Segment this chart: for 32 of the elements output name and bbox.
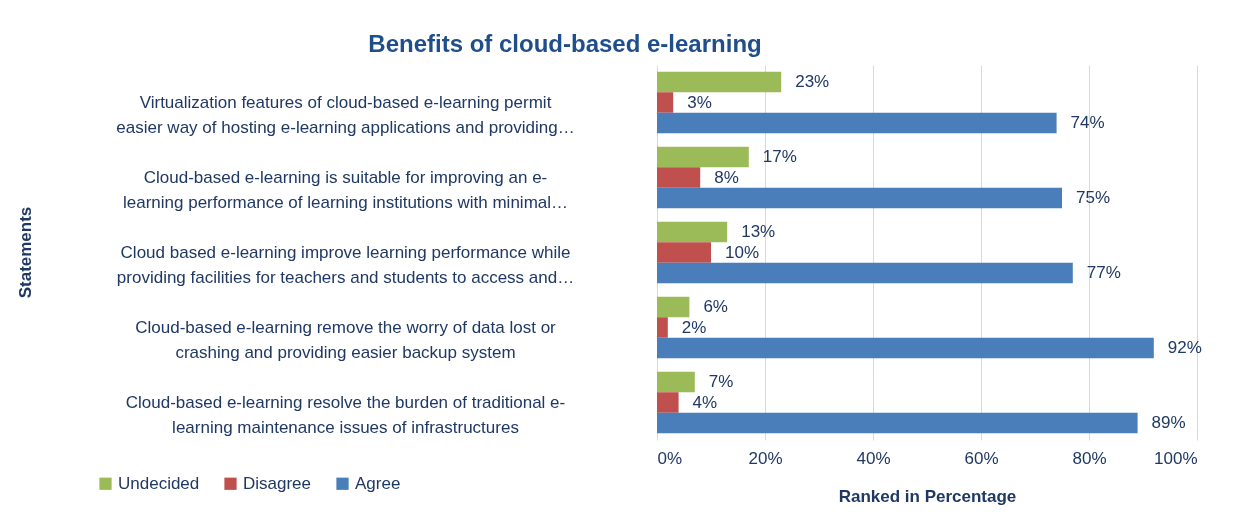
data-label: 13% bbox=[741, 222, 776, 241]
data-label: 2% bbox=[681, 317, 707, 337]
x-tick-label: 80% bbox=[1072, 448, 1107, 468]
y-tick-label: Cloud-based e-learning resolve the burden of traditional e- learning maintenance issues of infrastructures bbox=[125, 392, 566, 437]
x-tick-label: 0% bbox=[657, 448, 683, 468]
legend-label: Agree bbox=[355, 473, 401, 493]
data-label: 89% bbox=[1151, 413, 1186, 432]
x-axis-title: Ranked in Percentage bbox=[838, 486, 1017, 506]
x-tick-label: 100% bbox=[1154, 448, 1198, 468]
x-tick-label: 60% bbox=[964, 448, 999, 468]
chart-title: Benefits of cloud-based e-learning bbox=[368, 30, 762, 57]
y-tick-label: Cloud-based e-learning is suitable for improving an e- learning performance of learning institutions with minimal… bbox=[122, 167, 569, 212]
data-label: 75% bbox=[1076, 188, 1111, 207]
data-label: 77% bbox=[1086, 263, 1121, 282]
legend-label: Disagree bbox=[243, 473, 312, 493]
data-label: 10% bbox=[725, 242, 760, 262]
data-label: 8% bbox=[714, 167, 739, 187]
data-label: 4% bbox=[692, 392, 718, 412]
data-label: 6% bbox=[703, 297, 728, 316]
data-label: 3% bbox=[687, 92, 712, 112]
legend-label: Undecided bbox=[118, 473, 200, 493]
data-label: 23% bbox=[795, 72, 830, 91]
data-label: 74% bbox=[1070, 113, 1105, 132]
y-axis-title: Statements bbox=[15, 206, 35, 299]
y-tick-label: Cloud based e-learning improve learning performance while providing facilities for teachers and students to access and… bbox=[116, 242, 575, 287]
data-label: 17% bbox=[762, 147, 797, 166]
y-tick-label: Cloud-based e-learning remove the worry of data lost or crashing and providing easier backup system bbox=[135, 317, 557, 362]
x-tick-label: 20% bbox=[748, 448, 783, 468]
data-label: 92% bbox=[1167, 338, 1202, 357]
y-tick-label: Virtualization features of cloud-based e-learning permit easier way of hosting e-learning applications and providing… bbox=[116, 92, 575, 137]
x-tick-label: 40% bbox=[856, 448, 891, 468]
data-label: 7% bbox=[708, 372, 734, 391]
